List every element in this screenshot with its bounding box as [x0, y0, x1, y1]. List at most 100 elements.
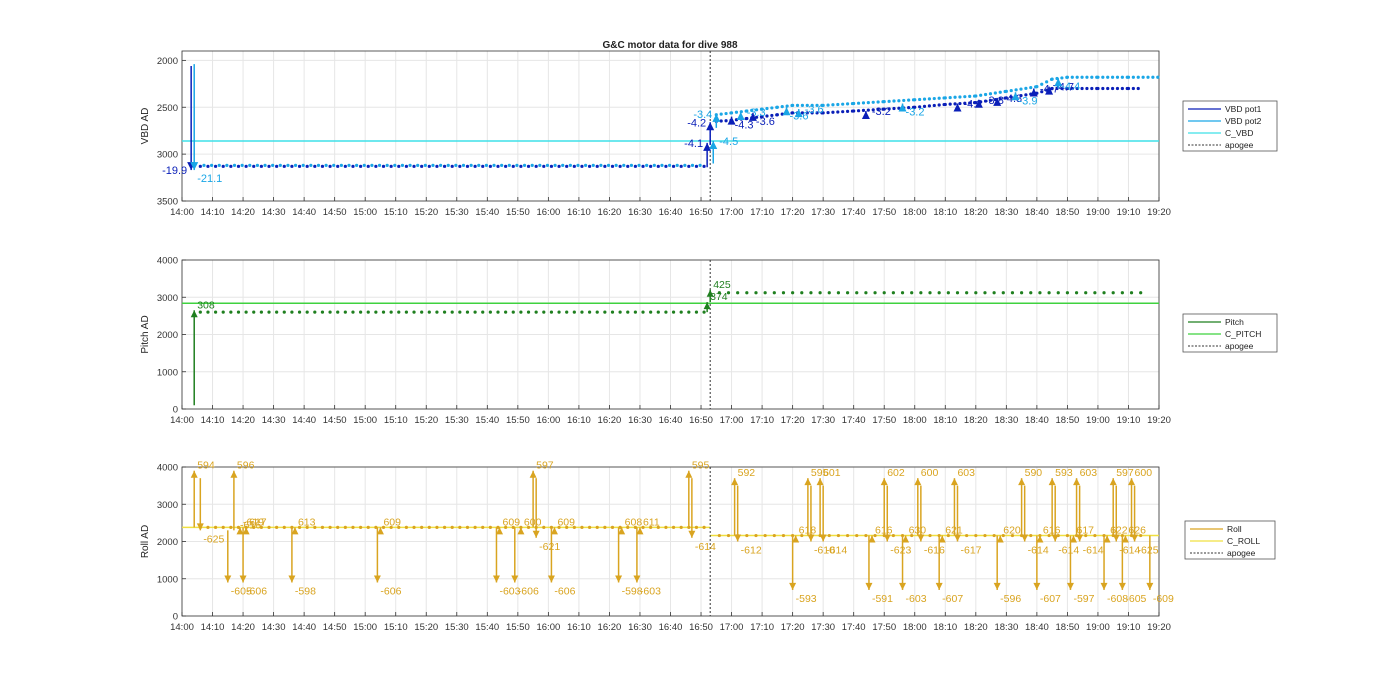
arrow-head — [1073, 478, 1081, 486]
arrow-head — [196, 523, 204, 531]
x-tick-label: 16:30 — [628, 415, 652, 426]
y-tick-label: 3000 — [157, 150, 178, 161]
data-point — [1009, 88, 1013, 93]
data-point — [827, 533, 831, 538]
data-point — [922, 97, 927, 101]
data-point — [873, 291, 877, 295]
arrow-label: 597 — [536, 460, 554, 472]
data-point — [1040, 90, 1044, 94]
arrow-head — [899, 582, 907, 590]
x-tick-label: 15:30 — [445, 207, 469, 218]
arrow-head — [190, 470, 198, 478]
data-point — [320, 310, 325, 314]
data-point — [1120, 86, 1124, 91]
data-point — [427, 164, 431, 168]
data-point — [1009, 95, 1013, 99]
arrow-head — [703, 142, 712, 151]
data-point — [511, 310, 515, 314]
data-point — [225, 163, 229, 167]
data-point — [561, 163, 565, 167]
arrow-label: 590 — [1025, 467, 1043, 479]
data-point — [667, 163, 672, 167]
data-point — [675, 163, 679, 167]
data-point — [1106, 75, 1110, 79]
data-point — [775, 105, 779, 109]
arrow-head — [703, 302, 711, 310]
data-point — [442, 525, 447, 529]
arrow-head — [636, 527, 644, 535]
data-point — [603, 525, 607, 529]
arrow-label: 608 — [625, 516, 643, 528]
arrow-head — [1048, 478, 1056, 486]
x-tick-label: 18:10 — [933, 207, 957, 218]
data-point — [580, 525, 584, 529]
arrow-head — [706, 122, 715, 131]
data-point — [259, 310, 263, 314]
data-point — [297, 310, 302, 314]
arrow-head — [938, 535, 946, 543]
arrow-label: -619 — [243, 516, 264, 528]
data-point — [435, 310, 439, 314]
data-point — [754, 291, 758, 295]
arrow-head — [615, 575, 623, 583]
data-point — [1065, 291, 1070, 295]
data-point — [492, 163, 496, 167]
data-point — [366, 525, 370, 529]
data-point — [1120, 75, 1124, 79]
x-tick-label: 18:20 — [964, 415, 988, 426]
x-tick-label: 19:10 — [1117, 207, 1141, 218]
data-point — [1035, 85, 1039, 89]
data-point — [736, 291, 740, 295]
data-point — [821, 103, 825, 107]
arrow-head — [1146, 582, 1154, 590]
x-tick-label: 18:00 — [903, 207, 927, 218]
data-point — [856, 101, 861, 105]
arrow-head — [807, 534, 815, 542]
data-point — [1050, 77, 1054, 81]
x-tick-label: 17:30 — [811, 415, 835, 426]
data-point — [679, 525, 683, 529]
data-point — [454, 163, 458, 167]
arrow-label: -3.4 — [693, 109, 712, 121]
data-point — [473, 164, 477, 168]
data-point — [374, 310, 378, 314]
data-point — [458, 525, 462, 529]
data-point — [461, 163, 466, 167]
data-point — [438, 163, 443, 167]
arrow-head — [917, 534, 925, 542]
data-point — [374, 164, 378, 168]
arrow-label: -605 — [1125, 593, 1146, 605]
arrow-head — [688, 530, 696, 538]
x-tick-label: 16:40 — [659, 415, 683, 426]
data-point — [800, 103, 804, 107]
legend-label: C_ROLL — [1227, 536, 1260, 546]
data-point — [831, 110, 835, 114]
data-point — [522, 163, 527, 167]
data-point — [377, 163, 382, 167]
arrow-label: -616 — [240, 519, 261, 531]
arrow-head — [865, 582, 873, 590]
arrow-head — [706, 289, 714, 297]
x-tick-label: 16:10 — [567, 207, 591, 218]
data-point — [649, 525, 653, 529]
data-point — [328, 525, 332, 529]
data-point — [1129, 291, 1134, 295]
data-point — [519, 310, 523, 314]
data-point — [660, 163, 664, 167]
arrow-head — [517, 527, 525, 535]
data-point — [1040, 82, 1044, 86]
x-tick-label: 17:30 — [811, 622, 835, 633]
arrow-label: -3.9 — [1019, 95, 1038, 107]
data-point — [974, 533, 978, 538]
data-point — [519, 164, 523, 168]
x-tick-label: 18:10 — [933, 622, 957, 633]
data-point — [229, 310, 233, 314]
data-point — [983, 99, 988, 103]
data-point — [236, 164, 241, 168]
data-point — [641, 525, 645, 529]
x-tick-label: 18:30 — [994, 415, 1018, 426]
data-point — [1070, 75, 1074, 79]
data-point — [993, 91, 997, 95]
arrow-head — [792, 535, 800, 543]
arrow-head — [1011, 92, 1020, 101]
